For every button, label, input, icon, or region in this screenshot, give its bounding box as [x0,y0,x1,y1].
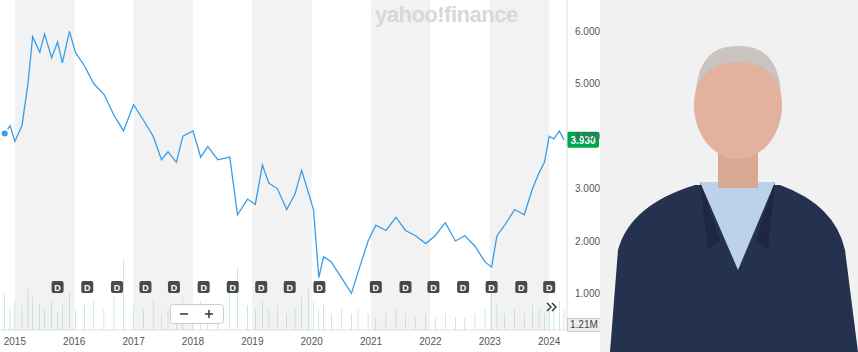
svg-text:1.000: 1.000 [575,288,600,299]
svg-text:2023: 2023 [479,336,502,347]
svg-text:2016: 2016 [63,336,86,347]
svg-text:2019: 2019 [241,336,264,347]
svg-text:2018: 2018 [182,336,205,347]
svg-text:D: D [546,283,553,293]
html-text:yahoo!finance: yahoo!finance [375,2,518,27]
svg-text:D: D [200,283,207,293]
svg-text:2.000: 2.000 [575,236,600,247]
svg-text:D: D [316,283,323,293]
svg-text:D: D [84,283,91,293]
svg-text:2022: 2022 [419,336,442,347]
svg-text:3.000: 3.000 [575,183,600,194]
html-text:1.21M: 1.21M [570,319,598,330]
svg-text:D: D [488,283,495,293]
svg-text:2020: 2020 [301,336,324,347]
svg-text:D: D [518,283,525,293]
svg-text:2015: 2015 [4,336,27,347]
svg-text:5.000: 5.000 [575,78,600,89]
svg-text:6.000: 6.000 [575,26,600,37]
svg-text:D: D [402,283,409,293]
svg-text:D: D [229,283,236,293]
svg-text:2017: 2017 [122,336,145,347]
svg-text:D: D [142,283,149,293]
svg-text:2024: 2024 [538,336,561,347]
svg-text:D: D [54,283,61,293]
svg-text:D: D [460,283,467,293]
svg-text:D: D [286,283,293,293]
svg-text:4.000: 4.000 [575,131,600,142]
svg-text:D: D [430,283,437,293]
svg-text:D: D [258,283,265,293]
svg-text:D: D [114,283,121,293]
svg-text:D: D [171,283,178,293]
svg-text:2021: 2021 [360,336,383,347]
svg-text:D: D [373,283,380,293]
